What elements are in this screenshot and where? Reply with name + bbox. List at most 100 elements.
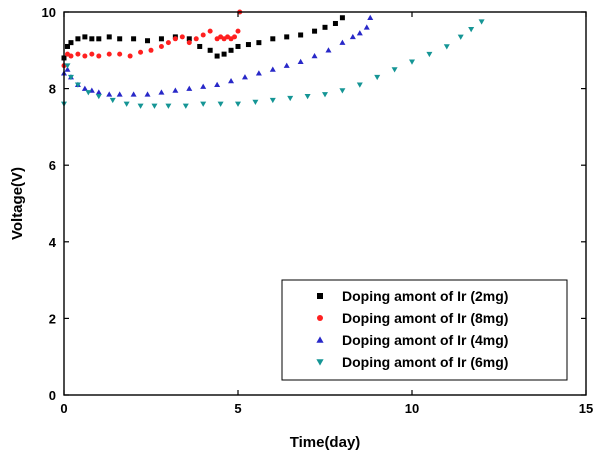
data-point xyxy=(182,103,189,109)
x-axis-title: Time(day) xyxy=(290,434,361,451)
data-point xyxy=(130,91,137,97)
data-point xyxy=(186,40,192,46)
data-point xyxy=(283,62,290,68)
data-point xyxy=(457,34,464,40)
data-point xyxy=(228,77,235,84)
y-tick-label: 10 xyxy=(42,5,56,20)
data-point xyxy=(165,103,172,109)
data-point xyxy=(297,58,304,65)
data-point xyxy=(468,26,475,33)
data-point xyxy=(68,40,74,46)
data-point xyxy=(117,36,123,42)
legend-marker xyxy=(317,293,323,299)
data-point xyxy=(75,51,81,57)
data-point xyxy=(158,89,165,95)
data-point xyxy=(312,28,318,34)
data-point xyxy=(75,36,81,42)
data-point xyxy=(148,47,154,53)
data-point xyxy=(339,39,346,45)
data-point xyxy=(241,74,248,80)
legend-marker xyxy=(317,315,323,321)
data-point xyxy=(117,51,123,57)
data-point xyxy=(269,97,276,104)
data-point xyxy=(443,44,450,50)
data-point xyxy=(325,47,332,53)
data-point xyxy=(193,36,199,42)
x-tick-label: 10 xyxy=(405,401,419,416)
data-point xyxy=(109,97,116,104)
data-point xyxy=(165,40,171,46)
data-point xyxy=(245,42,251,48)
x-tick-label: 15 xyxy=(579,401,593,416)
data-point xyxy=(172,36,178,42)
data-point xyxy=(298,32,304,38)
data-point xyxy=(214,53,220,59)
data-point xyxy=(255,70,262,76)
data-point xyxy=(409,59,415,65)
data-point xyxy=(106,34,112,40)
data-point xyxy=(356,30,363,36)
x-tick-label: 5 xyxy=(234,401,241,416)
data-point xyxy=(67,74,74,81)
data-point xyxy=(95,89,102,95)
data-point xyxy=(200,83,207,89)
y-tick-label: 6 xyxy=(49,158,56,173)
data-point xyxy=(197,43,203,49)
data-point xyxy=(287,95,294,102)
data-point xyxy=(82,53,88,59)
series-2 xyxy=(61,14,374,97)
data-point xyxy=(235,28,241,34)
data-point xyxy=(186,85,193,91)
data-point xyxy=(96,36,102,42)
data-point xyxy=(374,74,381,81)
y-tick-label: 2 xyxy=(49,311,56,326)
plot-area-frame xyxy=(63,11,587,396)
data-point xyxy=(158,43,164,49)
y-tick-label: 4 xyxy=(49,235,57,250)
data-point xyxy=(339,15,345,21)
data-point xyxy=(127,53,133,59)
data-point xyxy=(332,20,338,26)
data-marks xyxy=(61,9,485,109)
data-point xyxy=(235,43,241,49)
data-point xyxy=(207,47,213,53)
legend: Doping amont of Ir (2mg) Doping amont of … xyxy=(281,279,568,381)
legend-label: Doping amont of Ir (8mg) xyxy=(342,310,508,326)
axis-ticks: 0 5 10 15 0 2 4 6 8 10 xyxy=(42,5,594,416)
data-point xyxy=(74,82,81,88)
data-point xyxy=(426,51,433,58)
data-point xyxy=(217,101,224,107)
data-point xyxy=(322,24,328,30)
data-point xyxy=(179,34,185,40)
data-point xyxy=(96,53,102,59)
legend-marker xyxy=(316,336,324,343)
y-axis-title: Voltage(V) xyxy=(9,167,26,240)
data-point xyxy=(144,91,151,97)
data-point xyxy=(106,91,113,97)
legend-label: Doping amont of Ir (4mg) xyxy=(342,332,508,348)
data-point xyxy=(269,66,276,72)
legend-label: Doping amont of Ir (2mg) xyxy=(342,288,508,304)
data-point xyxy=(106,51,112,57)
data-point xyxy=(391,67,398,73)
legend-box xyxy=(281,279,568,381)
x-tick-label: 0 xyxy=(60,401,67,416)
data-point xyxy=(137,103,144,109)
data-point xyxy=(235,101,241,107)
data-point xyxy=(68,53,74,59)
data-point xyxy=(200,32,206,38)
data-point xyxy=(89,51,95,57)
data-point xyxy=(186,36,192,42)
legend-marker xyxy=(316,359,324,366)
data-point xyxy=(322,92,328,98)
data-point xyxy=(95,94,102,100)
series-1 xyxy=(61,9,243,69)
data-point xyxy=(270,36,276,42)
data-point xyxy=(256,40,262,46)
data-point xyxy=(339,88,346,94)
series-3 xyxy=(61,19,485,109)
data-point xyxy=(64,43,70,49)
data-point xyxy=(207,28,213,34)
y-tick-label: 0 xyxy=(49,388,56,403)
